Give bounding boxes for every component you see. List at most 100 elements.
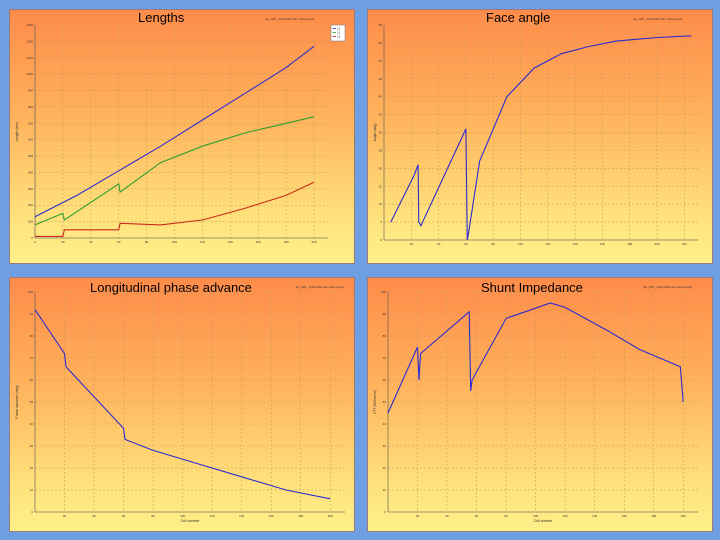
x-tick-label: 180 xyxy=(298,514,303,518)
x-axis-label: Cell number xyxy=(534,519,554,523)
legend-background xyxy=(330,24,346,42)
y-tick-label: 0 xyxy=(31,236,33,240)
x-tick-label: 180 xyxy=(627,242,632,246)
y-tick-label: 90 xyxy=(383,312,387,316)
y-tick-label: 700 xyxy=(28,121,33,125)
y-tick-label: 600 xyxy=(28,138,33,142)
source-note: Ex_OPL_120x4.0Rm4m-m04.sol.pln xyxy=(296,285,345,289)
y-tick-label: 80 xyxy=(383,334,387,338)
y-tick-label: 20 xyxy=(379,166,383,170)
x-tick-label: 80 xyxy=(492,242,496,246)
y-tick-label: 100 xyxy=(28,220,33,224)
x-tick-label: 160 xyxy=(622,514,627,518)
x-tick-label: 100 xyxy=(533,514,538,518)
y-tick-label: 400 xyxy=(28,170,33,174)
y-tick-label: 0 xyxy=(384,510,386,514)
source-note: Ex_OPL_120x4.0Rm4m-m04.sol.pln xyxy=(634,17,683,21)
y-tick-label: 10 xyxy=(379,202,383,206)
x-axis-label: Cell number xyxy=(181,519,201,523)
y-tick-label: 15 xyxy=(379,184,383,188)
gridlines xyxy=(34,24,328,239)
y-tick-label: 60 xyxy=(383,378,387,382)
x-tick-label: 200 xyxy=(328,514,333,518)
x-tick-label: 160 xyxy=(269,514,274,518)
x-tick-label: 140 xyxy=(592,514,597,518)
x-tick-label: 60 xyxy=(475,514,479,518)
x-tick-label: 100 xyxy=(180,514,185,518)
y-tick-label: 30 xyxy=(379,131,383,135)
series-line-l2 xyxy=(34,116,315,226)
x-tick-label: 60 xyxy=(117,240,121,244)
x-tick-label: 220 xyxy=(682,242,687,246)
source-note: Ex_OPL_120x4.0Rm4m-m04.sol.pln xyxy=(644,285,693,289)
x-tick-label: 20 xyxy=(416,514,420,518)
y-axis-label: Phase advance (deg) xyxy=(15,385,19,418)
y-tick-label: 35 xyxy=(379,113,383,117)
x-tick-label: 140 xyxy=(239,514,244,518)
y-tick-label: 20 xyxy=(30,466,34,470)
x-tick-label: 200 xyxy=(655,242,660,246)
x-tick-label: 160 xyxy=(256,240,261,244)
series-line-l1 xyxy=(34,45,315,218)
y-tick-label: 300 xyxy=(28,187,33,191)
x-tick-label: 120 xyxy=(545,242,550,246)
y-tick-label: 20 xyxy=(383,466,387,470)
x-tick-label: 40 xyxy=(445,514,449,518)
y-tick-label: 45 xyxy=(379,77,383,81)
x-tick-label: 40 xyxy=(92,514,96,518)
x-tick-label: 100 xyxy=(172,240,177,244)
x-tick-label: 140 xyxy=(573,242,578,246)
y-tick-label: 500 xyxy=(28,154,33,158)
y-tick-label: 100 xyxy=(28,290,33,294)
y-tick-label: 1200 xyxy=(26,39,33,43)
x-tick-label: 120 xyxy=(563,514,568,518)
x-tick-label: 120 xyxy=(200,240,205,244)
gridlines xyxy=(384,24,698,241)
y-tick-label: 10 xyxy=(383,488,387,492)
face-angle-chart-title: Face angle xyxy=(486,10,551,25)
x-tick-label: 80 xyxy=(145,240,149,244)
y-tick-label: 0 xyxy=(380,238,382,242)
y-tick-label: 40 xyxy=(30,422,34,426)
y-tick-label: 80 xyxy=(30,334,34,338)
gridlines xyxy=(35,291,345,513)
series-line-s0 xyxy=(390,35,692,241)
y-tick-label: 70 xyxy=(30,356,34,360)
legend-entry: L1 xyxy=(337,27,341,31)
x-tick-label: 180 xyxy=(284,240,289,244)
legend-entry: L2 xyxy=(337,31,341,35)
y-tick-label: 800 xyxy=(28,105,33,109)
y-tick-label: 200 xyxy=(28,203,33,207)
y-axis-label: Length (mm) xyxy=(15,122,19,142)
x-tick-label: 80 xyxy=(504,514,508,518)
x-tick-label: 140 xyxy=(228,240,233,244)
lengths-chart-title: Lengths xyxy=(138,10,185,25)
x-tick-label: 0 xyxy=(34,240,36,244)
y-tick-label: 30 xyxy=(30,444,34,448)
shunt-impedance-chart-panel: Shunt Impedance Ex_OPL_120x4.0Rm4m-m04.s… xyxy=(367,277,713,532)
y-tick-label: 1300 xyxy=(26,23,33,27)
x-tick-label: 20 xyxy=(61,240,65,244)
y-tick-label: 1000 xyxy=(26,72,33,76)
shunt-impedance-chart: Ex_OPL_120x4.0Rm4m-m04.sol.pln 0 10 20 30 40 5… xyxy=(373,285,698,523)
y-tick-label: 60 xyxy=(30,378,34,382)
x-tick-label: 200 xyxy=(312,240,317,244)
x-tick-label: 180 xyxy=(651,514,656,518)
x-tick-label: 40 xyxy=(437,242,441,246)
series-line-l3 xyxy=(35,181,315,237)
y-tick-label: 60 xyxy=(379,23,383,27)
x-tick-label: 120 xyxy=(210,514,215,518)
y-tick-label: 55 xyxy=(379,41,383,45)
y-tick-label: 50 xyxy=(383,400,387,404)
face-angle-chart: Ex_OPL_120x4.0Rm4m-m04.sol.pln 0 5 10 15 20 25… xyxy=(373,17,698,246)
y-tick-label: 50 xyxy=(30,400,34,404)
y-tick-label: 0 xyxy=(31,510,33,514)
phase-advance-chart-panel: Longitudinal phase advance Ex_OPL_120x4.… xyxy=(9,277,355,532)
face-angle-chart-panel: Face angle Ex_OPL_120x4.0Rm4m-m04.sol.pl… xyxy=(367,9,713,264)
y-axis-label: ZTT (MOhm/m) xyxy=(373,390,377,414)
x-tick-label: 60 xyxy=(464,242,468,246)
x-tick-label: 200 xyxy=(681,514,686,518)
y-tick-label: 100 xyxy=(381,290,386,294)
y-tick-label: 25 xyxy=(379,148,383,152)
lengths-chart: Ex_OPL_120x4.0Rm4m-m04.sol.pln0100200300… xyxy=(15,17,346,244)
